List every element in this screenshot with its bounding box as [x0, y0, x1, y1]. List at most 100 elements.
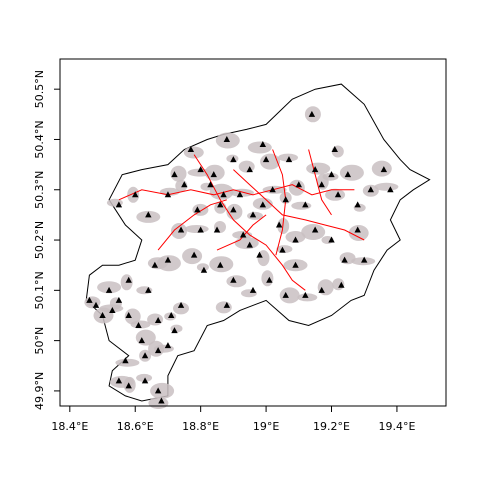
urban-area	[187, 168, 212, 177]
urban-area	[371, 160, 392, 177]
points-layer	[86, 110, 394, 404]
station-marker	[266, 276, 273, 283]
station-marker	[132, 191, 139, 198]
y-axis: 49.9°N 50°N 50.1°N 50.2°N 50.3°N 50.4°N 50.5°N	[33, 70, 60, 410]
station-marker	[115, 296, 123, 303]
station-marker	[308, 110, 316, 117]
urban-area	[147, 313, 164, 326]
station-marker	[194, 206, 201, 213]
station-marker	[177, 226, 185, 233]
road-line	[233, 169, 365, 241]
station-marker	[338, 281, 345, 288]
urban-area	[136, 373, 153, 382]
station-marker	[331, 146, 338, 153]
station-marker	[223, 301, 231, 308]
urban-area	[173, 302, 189, 315]
station-marker	[302, 201, 309, 208]
station-marker	[158, 397, 165, 404]
station-marker	[210, 171, 217, 178]
urban-area	[278, 153, 298, 162]
station-marker	[92, 301, 100, 308]
station-marker	[105, 286, 113, 293]
x-tick-label: 19°E	[253, 420, 279, 433]
x-axis: 18.4°E 18.6°E 18.8°E 19°E 19.2°E 19.4°E	[51, 406, 415, 433]
station-marker	[154, 317, 162, 324]
station-marker	[207, 181, 214, 188]
station-marker	[354, 201, 361, 208]
station-marker	[311, 166, 319, 173]
station-marker	[164, 191, 172, 198]
station-marker	[125, 311, 132, 318]
urban-area	[130, 320, 151, 329]
station-marker	[328, 236, 335, 243]
station-marker	[311, 226, 319, 233]
urban-area	[196, 263, 209, 272]
station-marker	[239, 231, 247, 238]
urban-area	[209, 183, 234, 200]
station-marker	[302, 291, 309, 298]
road-line	[216, 214, 267, 251]
urban-area	[150, 382, 175, 399]
station-marker	[109, 306, 116, 313]
station-marker	[115, 201, 123, 208]
station-marker	[213, 226, 221, 233]
station-marker	[249, 211, 257, 218]
station-marker	[295, 181, 302, 188]
station-marker	[86, 296, 93, 303]
y-tick-label: 50.3°N	[33, 171, 46, 209]
plot-frame	[59, 58, 447, 407]
station-marker	[318, 286, 325, 293]
y-tick-label: 50.2°N	[33, 221, 46, 259]
urban-area	[226, 275, 247, 288]
station-marker	[187, 146, 195, 153]
station-marker	[200, 266, 208, 273]
road-line	[308, 149, 332, 216]
y-tick-label: 50.4°N	[33, 120, 46, 158]
station-marker	[115, 377, 123, 384]
station-marker	[256, 251, 263, 258]
station-marker	[292, 261, 299, 268]
x-tick-label: 19.2°E	[313, 420, 350, 433]
station-marker	[171, 171, 178, 178]
station-marker	[279, 246, 286, 253]
x-tick-label: 18.4°E	[51, 420, 88, 433]
station-marker	[282, 291, 289, 298]
station-marker	[145, 286, 152, 293]
x-tick-label: 19.4°E	[378, 420, 415, 433]
station-marker	[230, 156, 237, 163]
station-marker	[217, 261, 224, 268]
urban-area	[127, 186, 140, 203]
station-marker	[138, 337, 145, 344]
station-marker	[154, 347, 162, 354]
station-marker	[282, 196, 289, 203]
urban-area	[204, 164, 225, 181]
urban-area	[184, 225, 209, 233]
urban-area	[260, 153, 281, 170]
urban-area	[291, 201, 312, 210]
station-marker	[125, 382, 132, 389]
station-marker	[341, 256, 348, 263]
station-marker	[220, 191, 227, 198]
y-tick-label: 50.1°N	[33, 271, 46, 309]
station-marker	[197, 226, 204, 233]
station-marker	[164, 342, 172, 349]
station-marker	[262, 156, 270, 163]
urban-area	[156, 255, 181, 272]
station-marker	[122, 357, 129, 364]
regions-layer	[84, 83, 431, 409]
station-marker	[249, 286, 257, 293]
urban-area	[288, 179, 305, 196]
road-line	[118, 184, 355, 201]
urban-area	[247, 141, 272, 154]
urban-area	[339, 164, 364, 181]
station-marker	[141, 352, 149, 359]
station-marker	[269, 186, 276, 193]
station-marker	[99, 311, 106, 318]
y-tick-label: 50°N	[33, 327, 46, 355]
station-marker	[259, 201, 267, 208]
urban-area	[279, 287, 300, 304]
urban-area	[170, 165, 187, 182]
urban-area	[183, 146, 204, 159]
station-marker	[354, 226, 361, 233]
